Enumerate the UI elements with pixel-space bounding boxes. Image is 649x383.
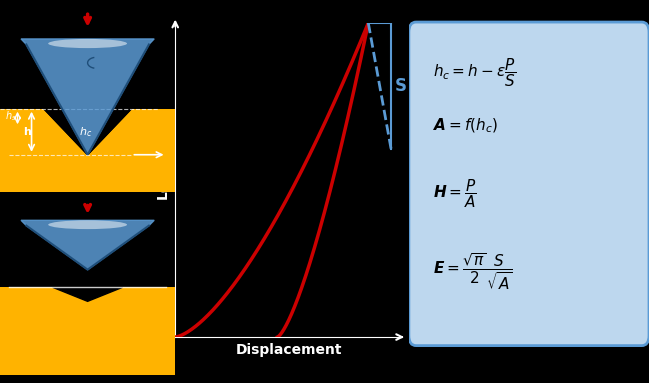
Polygon shape — [21, 220, 154, 270]
Ellipse shape — [48, 220, 127, 229]
Text: h: h — [23, 127, 31, 137]
Text: $\boldsymbol{h_c}$$= h - \varepsilon \dfrac{P}{S}$: $\boldsymbol{h_c}$$= h - \varepsilon \df… — [433, 56, 516, 88]
Polygon shape — [44, 109, 132, 155]
Text: $\boldsymbol{A}$$= f(h_c)$: $\boldsymbol{A}$$= f(h_c)$ — [433, 116, 498, 135]
Text: $\boldsymbol{E}$$= \dfrac{\sqrt{\pi}}{2} \dfrac{S}{\sqrt{A}}$: $\boldsymbol{E}$$= \dfrac{\sqrt{\pi}}{2}… — [433, 251, 512, 292]
Ellipse shape — [48, 39, 127, 48]
Text: $\boldsymbol{H}$$= \dfrac{P}{A}$: $\boldsymbol{H}$$= \dfrac{P}{A}$ — [433, 177, 477, 210]
Polygon shape — [21, 39, 154, 155]
Y-axis label: Load: Load — [156, 161, 169, 199]
X-axis label: Displacement: Displacement — [236, 343, 342, 357]
Text: $h_c$: $h_c$ — [79, 125, 92, 139]
FancyBboxPatch shape — [0, 109, 175, 192]
Text: S: S — [395, 77, 406, 95]
Text: $h_s$: $h_s$ — [5, 109, 17, 123]
FancyBboxPatch shape — [409, 22, 649, 345]
Polygon shape — [53, 287, 123, 301]
FancyBboxPatch shape — [0, 287, 175, 375]
